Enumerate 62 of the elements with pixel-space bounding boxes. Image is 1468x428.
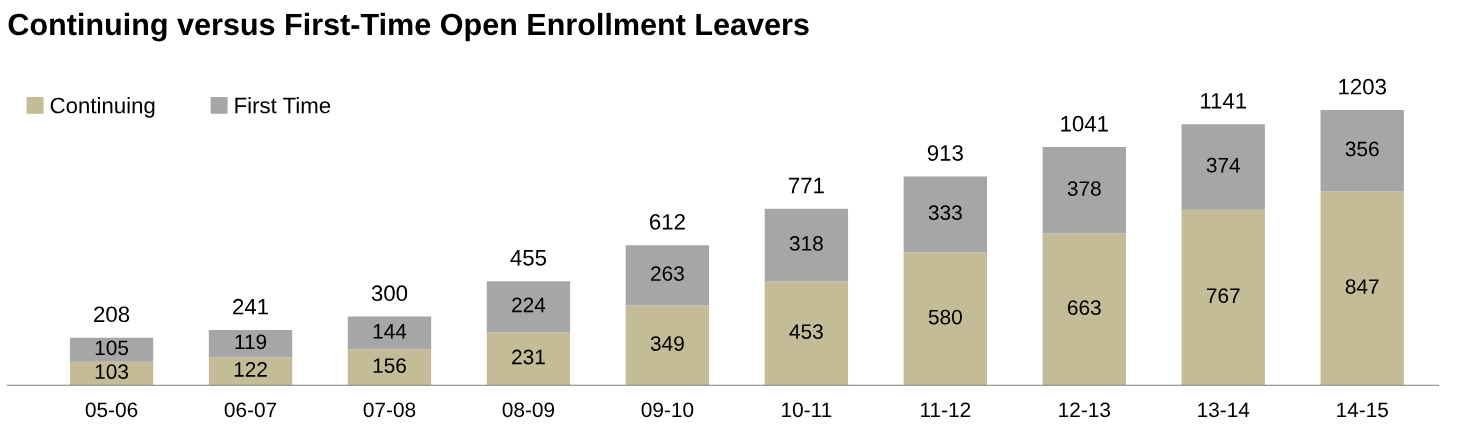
bar — [625, 245, 710, 306]
bar — [1320, 191, 1404, 386]
data-label: 119 — [235, 334, 267, 350]
bar — [1181, 124, 1265, 210]
chart-title: Continuing versus First-Time Open Enrollment Leavers — [8, 12, 809, 42]
x-tick-label: 08-09 — [502, 402, 555, 418]
x-tick-label: 07-08 — [363, 402, 416, 418]
data-label: 105 — [95, 340, 129, 356]
bar — [1042, 147, 1126, 234]
total-label: 455 — [510, 250, 547, 266]
data-label: 333 — [928, 205, 962, 221]
x-tick-label: 14-15 — [1337, 402, 1388, 418]
bar — [486, 281, 571, 333]
x-tick-label: 11-12 — [921, 402, 971, 417]
bar — [903, 252, 988, 386]
data-label: 349 — [650, 336, 684, 351]
total-label: 300 — [371, 285, 408, 302]
total-label: 1141 — [1201, 93, 1247, 109]
total-label: 913 — [927, 145, 963, 161]
x-tick-label: 10-11 — [782, 402, 832, 418]
data-label: 263 — [651, 266, 684, 281]
bar — [903, 176, 988, 253]
data-label: 122 — [234, 362, 267, 377]
total-label: 1041 — [1061, 115, 1108, 132]
total-label: 208 — [94, 306, 130, 323]
data-label: 356 — [1345, 141, 1379, 157]
bar — [69, 337, 154, 362]
data-label: 847 — [1345, 279, 1379, 294]
bar — [764, 208, 849, 282]
bar — [347, 316, 432, 350]
total-label: 1203 — [1339, 78, 1386, 95]
x-tick-label: 06-07 — [224, 402, 277, 418]
bar — [625, 305, 710, 386]
bar — [347, 349, 432, 386]
data-label: 224 — [512, 297, 546, 313]
total-label: 241 — [233, 298, 268, 315]
bar — [208, 330, 293, 358]
data-label: 103 — [95, 364, 129, 380]
data-label: 318 — [789, 236, 823, 251]
x-tick-label: 09-10 — [641, 402, 694, 418]
bar — [1042, 233, 1126, 386]
data-label: 231 — [512, 349, 545, 365]
bar — [486, 332, 571, 386]
bar — [1320, 110, 1404, 192]
x-tick-label: 13-14 — [1198, 402, 1250, 418]
data-label: 580 — [928, 309, 962, 325]
x-tick-label: 05-06 — [85, 402, 138, 418]
x-tick-label: 12-13 — [1059, 402, 1111, 418]
data-label: 144 — [373, 324, 407, 339]
data-label: 663 — [1067, 300, 1101, 315]
data-label: 767 — [1206, 288, 1240, 304]
data-label: 453 — [789, 324, 823, 339]
legend-label: Continuing — [50, 97, 155, 118]
total-label: 612 — [650, 213, 685, 230]
total-label: 771 — [788, 177, 824, 194]
legend-label: First Time — [235, 97, 331, 114]
data-label: 374 — [1206, 157, 1241, 173]
bar — [208, 357, 293, 386]
bar — [1181, 209, 1265, 386]
bar — [764, 281, 849, 386]
data-label: 156 — [373, 358, 406, 373]
data-label: 378 — [1067, 181, 1101, 196]
